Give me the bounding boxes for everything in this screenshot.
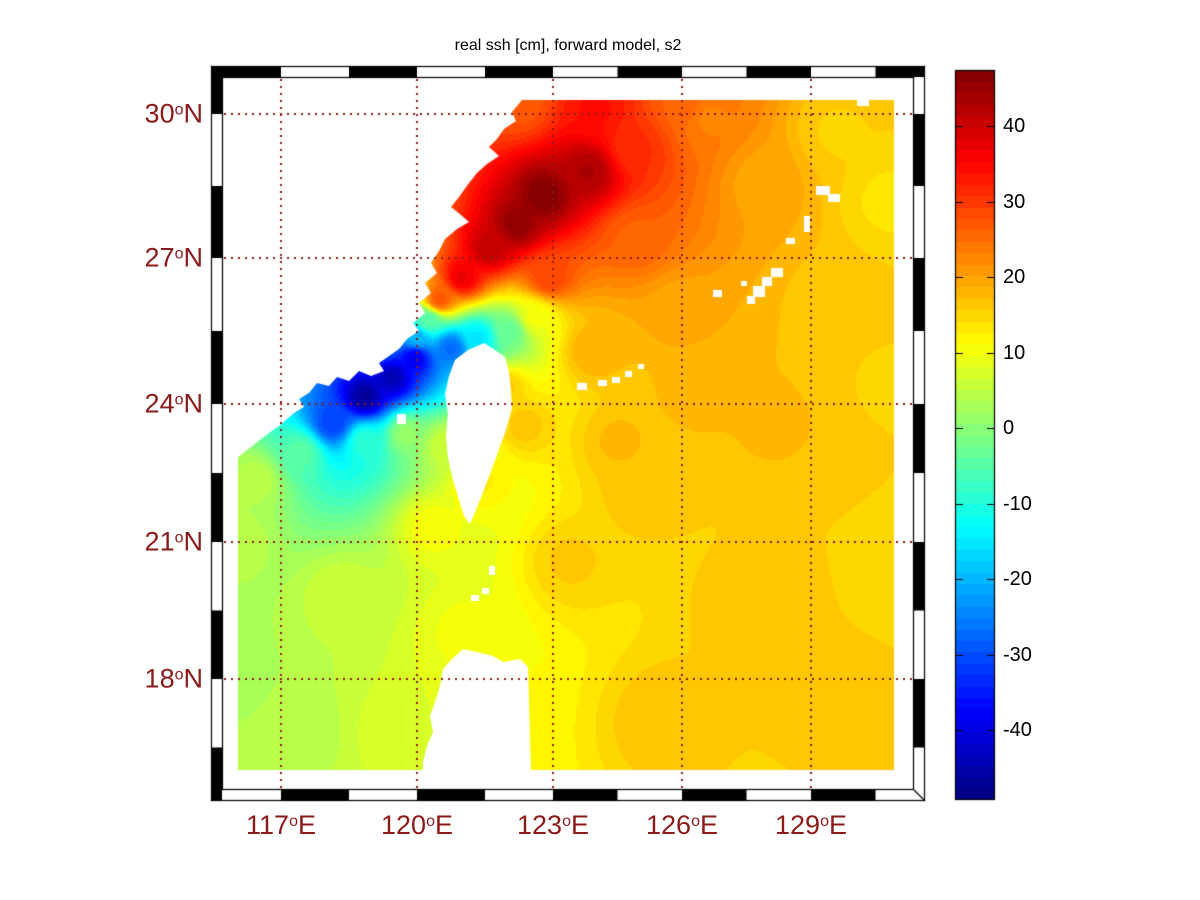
plot-title: real ssh [cm], forward model, s2 <box>454 37 682 54</box>
lon-tick-123E: 123oE <box>517 810 589 840</box>
lon-tick-120E: 120oE <box>381 810 453 840</box>
lat-tick-21N: 21oN <box>144 526 203 557</box>
colorbar-tick-40: 40 <box>1003 115 1026 137</box>
lat-tick-27N: 27oN <box>144 242 203 273</box>
colorbar-tick-0: 0 <box>1003 417 1015 439</box>
lat-tick-18N: 18oN <box>144 663 203 694</box>
lon-tick-117E: 117oE <box>246 810 316 840</box>
colorbar-tick-30: 30 <box>1003 191 1026 213</box>
lat-tick-24N: 24oN <box>144 388 203 419</box>
colorbar-tick--40: -40 <box>1003 719 1032 741</box>
lat-tick-30N: 30oN <box>144 98 203 129</box>
lon-tick-126E: 126oE <box>646 810 718 840</box>
colorbar-tick-10: 10 <box>1003 342 1026 364</box>
colorbar-tick--30: -30 <box>1003 644 1032 666</box>
lon-tick-129E: 129oE <box>775 810 847 840</box>
colorbar-tick--20: -20 <box>1003 568 1032 590</box>
colorbar-tick--10: -10 <box>1003 493 1032 515</box>
colorbar-tick-20: 20 <box>1003 266 1026 288</box>
